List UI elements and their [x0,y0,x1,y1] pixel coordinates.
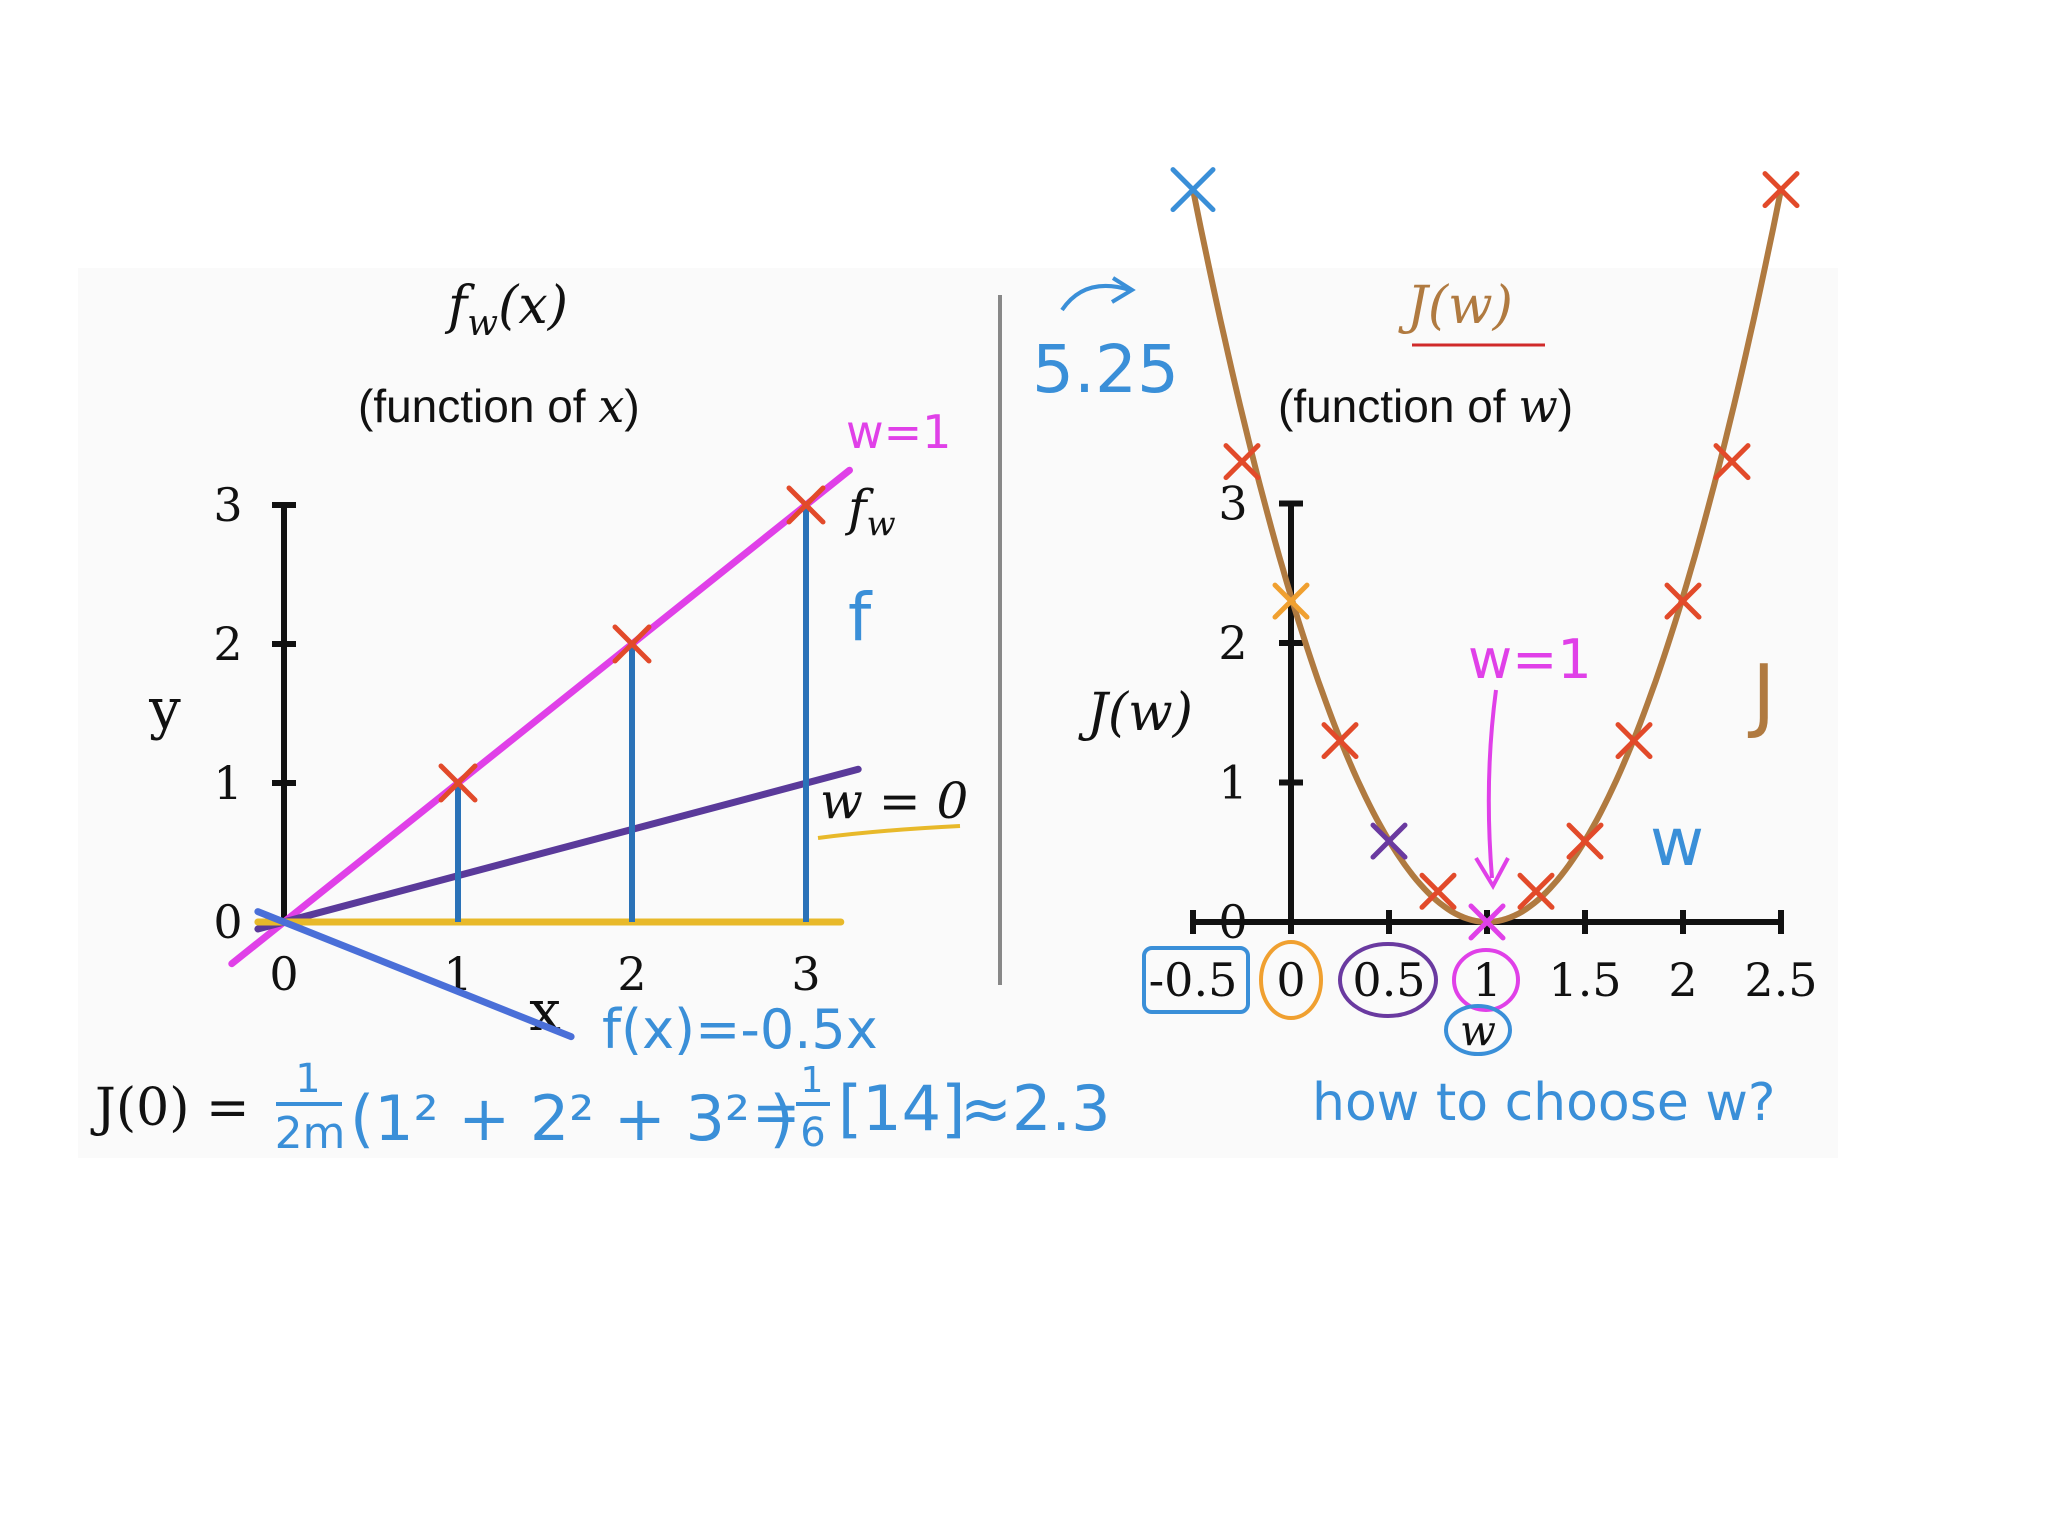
left-data-point [612,624,652,664]
box-neg05 [1142,946,1250,1014]
left-chart-subtitle: (function of x) [358,379,640,433]
equation-frac1-den: 2m [275,1108,346,1159]
right-x-tick-label: 2.5 [1744,953,1817,1007]
circle-zero [1259,940,1323,1020]
equation-frac1-num: 1 [295,1056,320,1102]
annotation-question: how to choose w? [1312,1073,1775,1133]
equation-eq: = [752,1078,801,1146]
arrow-w1 [1486,689,1498,879]
circle-w [1444,1004,1512,1056]
right-x-tick-label: 0.5 [1352,953,1425,1007]
left-x-tick-label: 0 [269,947,298,1001]
right-y-tick-label: 1 [1218,756,1247,810]
left-stems [455,505,809,922]
equation-approx: ≈2.3 [960,1072,1111,1145]
left-data-point [438,763,478,803]
annotation-w1-right: w=1 [1468,628,1592,691]
annotation-fx: f(x)=-0.5x [602,998,878,1061]
cost-point [1419,872,1457,910]
left-series-line [254,908,575,1041]
cost-point [1170,167,1216,213]
right-y-axis-label: J(w) [1078,683,1193,743]
equation-paren: (1² + 2² + 3² ) [350,1082,794,1155]
left-data-point [786,485,826,525]
right-points [1170,167,1800,941]
equation-frac2-den: 6 [800,1110,825,1156]
left-lines [228,466,862,1041]
cost-point [1272,582,1310,620]
right-chart-title: J(w) [1398,276,1513,336]
annotation-w1-left: w=1 [846,405,951,459]
right-x-tick-label: 2 [1668,953,1697,1007]
annotation-w0: w = 0 [820,772,968,830]
annotation-J: J [1747,648,1776,741]
cost-point [1223,443,1261,481]
arrow-525 [1060,283,1131,312]
arrow-525-head [1110,276,1136,304]
left-series-line [254,765,862,933]
right-x-tick-label: 1 [1472,953,1501,1007]
circle-half [1338,942,1438,1018]
right-y-tick-label: 0 [1218,895,1247,949]
cost-point [1370,822,1408,860]
annotation-f: f [848,579,873,656]
cost-point [1468,903,1506,941]
annotation-fw: fw [844,479,896,544]
right-x-axis-label: w [1460,1006,1496,1055]
right-y-tick-label: 2 [1218,616,1247,670]
slide-background [78,268,1838,1158]
cost-point [1517,872,1555,910]
arrow-w1-head [1474,856,1510,891]
right-chart-subtitle: (function of w) [1278,379,1573,433]
cost-equation: J(0) = 1 2m (1² + 2² + 3² ) = 1 6 [14] ≈… [90,1056,1111,1159]
right-x-tick-label: 0 [1276,953,1305,1007]
equation-frac2-num: 1 [801,1060,824,1101]
cost-point [1566,822,1604,860]
annotation-w: w [1650,804,1704,881]
right-x-tick-label: 1.5 [1548,953,1621,1007]
right-y-tick-label: 3 [1218,477,1247,531]
cost-point [1615,722,1653,760]
left-chart-title: fw(x) [444,276,568,344]
left-y-tick-label: 1 [213,756,242,810]
cost-point [1713,443,1751,481]
annotation-525: 5.25 [1032,331,1179,408]
annotation-w0-underline [817,824,961,840]
circle-one [1452,948,1520,1012]
cost-point [1321,722,1359,760]
equation-lhs: J(0) = [90,1078,250,1138]
left-points [438,485,826,803]
left-x-tick-label: 2 [617,947,646,1001]
left-y-tick-label: 2 [213,617,242,671]
left-y-axis-label: y [148,677,181,742]
right-x-tick-label: -0.5 [1149,953,1238,1007]
left-y-tick-label: 0 [213,895,242,949]
left-series-line [228,466,853,968]
left-y-tick-label: 3 [213,478,242,532]
left-x-tick-label: 3 [791,947,820,1001]
cost-point [1664,582,1702,620]
equation-bracket: [14] [838,1072,965,1145]
cost-point [1762,171,1800,209]
